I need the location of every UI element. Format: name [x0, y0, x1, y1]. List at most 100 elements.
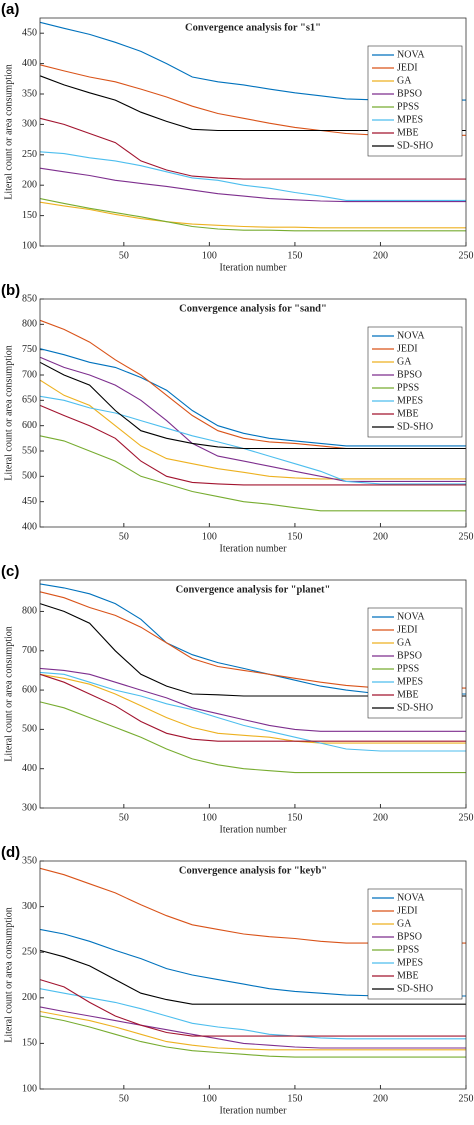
x-tick-label: 100: [202, 531, 217, 542]
legend-box: [367, 607, 463, 719]
x-axis-label: Iteration number: [220, 1105, 288, 1116]
plot-frame: [39, 17, 467, 247]
legend-box: [367, 888, 463, 1000]
y-tick-label: 250: [22, 149, 37, 160]
y-tick-label: 650: [22, 395, 37, 406]
series-line: [39, 167, 466, 203]
legend-label: PPSS: [397, 663, 419, 674]
x-tick-label: 250: [459, 250, 474, 261]
series-line: [39, 583, 466, 695]
y-tick-label: 750: [22, 344, 37, 355]
x-tick-label: 50: [119, 531, 129, 542]
series-line: [39, 867, 466, 944]
x-tick-label: 150: [287, 812, 302, 823]
legend-label: NOVA: [397, 330, 425, 341]
x-tick-label: 200: [373, 812, 388, 823]
y-tick-label: 500: [22, 471, 37, 482]
legend-label: GA: [397, 637, 412, 648]
y-tick-label: 200: [22, 179, 37, 190]
legend-label: PPSS: [397, 101, 419, 112]
legend-label: GA: [397, 918, 412, 929]
x-tick-label: 100: [202, 812, 217, 823]
y-axis-label: Literal count or area consumption: [3, 345, 14, 481]
chart-title: Convergence analysis for "keyb": [179, 865, 327, 876]
y-tick-label: 150: [22, 1038, 37, 1049]
legend-label: SD-SHO: [397, 702, 433, 713]
y-tick-label: 400: [22, 763, 37, 774]
legend-label: MPES: [397, 676, 423, 687]
legend-label: MBE: [397, 127, 419, 138]
series-line: [39, 988, 466, 1040]
x-tick-label: 200: [373, 250, 388, 261]
y-tick-label: 300: [22, 901, 37, 912]
series-line: [39, 591, 466, 689]
y-tick-label: 450: [22, 27, 37, 38]
series-line: [39, 64, 466, 136]
y-tick-label: 400: [22, 58, 37, 69]
series-line: [39, 673, 466, 744]
legend-label: PPSS: [397, 944, 419, 955]
x-tick-label: 250: [459, 531, 474, 542]
series-line: [39, 379, 466, 480]
y-tick-label: 700: [22, 645, 37, 656]
series-line: [39, 198, 466, 232]
panel-label: (d): [1, 844, 20, 861]
x-tick-label: 50: [119, 1093, 129, 1104]
series-line: [39, 348, 466, 447]
x-tick-label: 150: [287, 250, 302, 261]
legend-label: SD-SHO: [397, 983, 433, 994]
x-axis-label: Iteration number: [220, 262, 288, 273]
legend-label: JEDI: [397, 905, 418, 916]
series-line: [39, 1015, 466, 1058]
series-line: [39, 435, 466, 512]
legend-label: BPSO: [397, 931, 422, 942]
x-tick-label: 100: [202, 1093, 217, 1104]
series-line: [39, 395, 466, 485]
legend-label: NOVA: [397, 611, 425, 622]
series-line: [39, 75, 466, 132]
y-tick-label: 300: [22, 119, 37, 130]
x-axis-label: Iteration number: [220, 824, 288, 835]
x-tick-label: 50: [119, 812, 129, 823]
y-tick-label: 500: [22, 724, 37, 735]
x-tick-label: 50: [119, 250, 129, 261]
legend-label: MPES: [397, 957, 423, 968]
legend-label: GA: [397, 356, 412, 367]
y-tick-label: 600: [22, 420, 37, 431]
series-line: [39, 117, 466, 180]
chart-title: Convergence analysis for "planet": [176, 584, 331, 595]
y-axis-label: Literal count or area consumption: [3, 64, 14, 200]
plot-frame: [39, 860, 467, 1090]
legend-label: JEDI: [397, 62, 418, 73]
legend-label: BPSO: [397, 650, 422, 661]
y-tick-label: 400: [22, 521, 37, 532]
x-tick-label: 200: [373, 531, 388, 542]
x-tick-label: 150: [287, 531, 302, 542]
legend-label: GA: [397, 75, 412, 86]
legend-box: [367, 326, 463, 438]
series-line: [39, 949, 466, 1005]
chart-title: Convergence analysis for "sand": [179, 303, 327, 314]
y-tick-label: 350: [22, 855, 37, 866]
y-tick-label: 850: [22, 293, 37, 304]
y-tick-label: 700: [22, 369, 37, 380]
series-line: [39, 21, 466, 101]
legend-label: MBE: [397, 408, 419, 419]
series-line: [39, 701, 466, 774]
series-line: [39, 1006, 466, 1049]
plot-frame: [39, 298, 467, 528]
chart-title: Convergence analysis for "s1": [185, 22, 321, 33]
series-line: [39, 356, 466, 482]
series-line: [39, 671, 466, 752]
y-tick-label: 450: [22, 496, 37, 507]
legend-label: MPES: [397, 395, 423, 406]
y-axis-label: Literal count or area consumption: [3, 626, 14, 762]
y-tick-label: 350: [22, 88, 37, 99]
y-tick-label: 100: [22, 240, 37, 251]
series-line: [39, 201, 466, 229]
series-line: [39, 667, 466, 732]
legend-label: SD-SHO: [397, 140, 433, 151]
y-tick-label: 550: [22, 445, 37, 456]
legend-label: BPSO: [397, 369, 422, 380]
panel-label: (b): [1, 282, 20, 299]
